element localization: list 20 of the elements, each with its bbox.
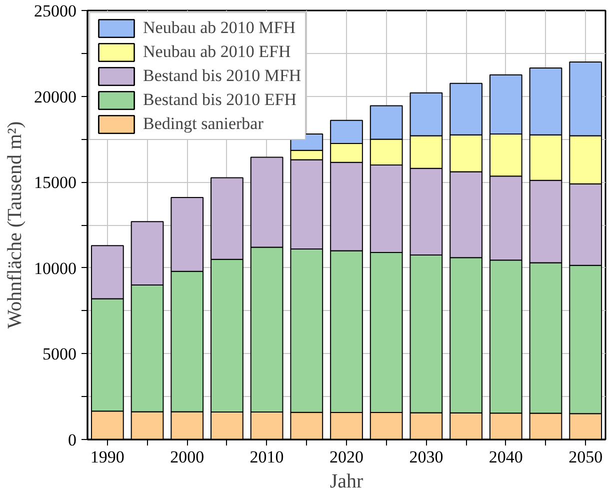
- y-tick-label: 5000: [42, 344, 76, 364]
- y-tick-label: 0: [68, 430, 76, 450]
- legend-label: Bestand bis 2010 EFH: [143, 89, 296, 111]
- x-tick-label: 2010: [250, 448, 284, 466]
- y-tick-label: 20000: [34, 87, 76, 106]
- y-tick-label: 25000: [34, 2, 76, 20]
- legend-label: Bedingt sanierbar: [143, 113, 264, 135]
- y-tick-label: 15000: [34, 173, 76, 192]
- x-tick-label: 1990: [90, 448, 124, 466]
- legend-label: Bestand bis 2010 MFH: [143, 65, 302, 87]
- x-tick-label: 2000: [170, 448, 204, 466]
- y-axis-title: Wohnfläche (Tausend m²): [4, 121, 26, 329]
- x-tick-label: 2040: [488, 448, 523, 466]
- x-axis-title: Jahr: [330, 470, 364, 492]
- x-tick-label: 2050: [568, 448, 603, 466]
- legend-label: Neubau ab 2010 MFH: [143, 17, 296, 39]
- x-tick-label: 2030: [409, 448, 444, 466]
- y-tick-label: 10000: [34, 258, 76, 278]
- x-tick-label: 2020: [330, 448, 364, 466]
- legend-label: Neubau ab 2010 EFH: [143, 41, 291, 63]
